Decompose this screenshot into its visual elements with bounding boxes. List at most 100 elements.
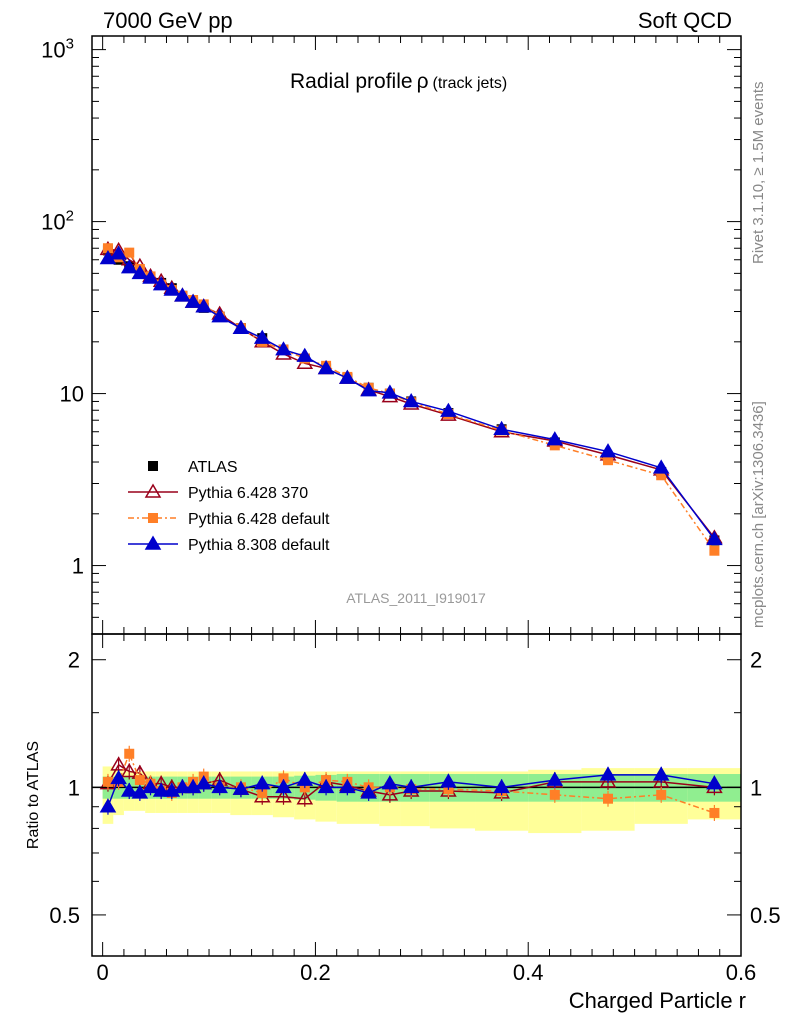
data-point — [99, 250, 117, 265]
data-point — [493, 420, 510, 436]
ratio-point — [120, 782, 138, 797]
legend-label: Pythia 6.428 default — [188, 511, 330, 528]
ratio-point — [211, 778, 228, 794]
data-point — [174, 287, 191, 302]
ratio-point — [110, 756, 127, 771]
data-point — [131, 264, 149, 280]
ratio-point — [599, 766, 617, 781]
ratio-point — [381, 775, 399, 790]
data-point — [599, 443, 617, 458]
legend-label: Pythia 8.308 default — [188, 537, 330, 554]
ratio-tick-label: 1 — [68, 775, 80, 800]
ratio-point — [603, 793, 614, 804]
ratio-point — [381, 786, 399, 801]
series-3 — [99, 245, 723, 546]
ratio-point — [360, 784, 377, 799]
ratio-point — [656, 789, 667, 800]
data-point — [110, 245, 127, 260]
ratio-point — [278, 773, 289, 784]
ratio-tick-label: 2 — [68, 648, 80, 673]
data-point — [402, 392, 420, 408]
ratio-point — [174, 778, 191, 794]
ratio-point — [102, 776, 113, 787]
x-tick-label: 0 — [97, 960, 109, 985]
ratio-point — [549, 789, 560, 800]
x-tick-label: 0.6 — [726, 960, 757, 985]
data-point — [195, 298, 213, 313]
ratio-series-2 — [99, 766, 723, 815]
ratio-point — [275, 788, 292, 803]
ratio-point — [275, 778, 292, 794]
ratio-point — [142, 778, 159, 794]
legend-entry: ATLAS — [148, 459, 238, 476]
ratio-point — [232, 780, 250, 795]
ratio-point — [296, 771, 314, 786]
ratio-tick-label-right: 1 — [750, 775, 762, 800]
x-tick-label: 0.4 — [513, 960, 544, 985]
ratio-ylabel: Ratio to ATLAS — [25, 741, 42, 849]
data-point — [102, 243, 113, 254]
ratio-point — [546, 771, 564, 786]
ratio-point — [339, 778, 356, 794]
y-tick-label: 103 — [41, 36, 74, 63]
ratio-tick-label-right: 2 — [750, 648, 762, 673]
ratio-point — [296, 790, 314, 805]
data-point — [211, 308, 228, 323]
data-point — [317, 359, 335, 375]
data-point — [253, 329, 271, 344]
data-point — [339, 369, 356, 384]
data-point — [296, 347, 314, 362]
y-tick-label: 102 — [41, 208, 74, 235]
ratio-point — [709, 807, 720, 818]
data-point — [142, 269, 159, 284]
energy-label: 7000 GeV pp — [103, 8, 233, 33]
data-point — [546, 431, 564, 446]
data-point — [656, 470, 667, 481]
ratio-point — [599, 773, 617, 788]
legend-marker — [148, 513, 158, 523]
data-point — [381, 384, 399, 399]
legend-label: ATLAS — [188, 459, 238, 476]
data-point — [709, 545, 720, 556]
legend-marker — [144, 483, 162, 498]
ratio-point — [120, 762, 138, 778]
ratio-point — [652, 766, 670, 781]
ratio-point — [706, 775, 723, 790]
data-point — [232, 319, 250, 334]
ratio-tick-label-right: 0.5 — [750, 903, 781, 928]
ratio-point — [152, 782, 170, 797]
ratio-point — [124, 748, 135, 759]
main-panel: Radial profile ρ (track jets) ATLAS_2011_I… — [41, 35, 742, 635]
analysis-tag: ATLAS_2011_I919017 — [346, 590, 486, 606]
ratio-frame — [91, 633, 742, 957]
data-point — [706, 530, 723, 546]
data-point — [124, 247, 135, 258]
y-tick-label: 1 — [72, 554, 84, 579]
legend-label: Pythia 6.428 370 — [188, 485, 308, 502]
ratio-point — [317, 778, 335, 794]
mcplots-label: mcplots.cern.ch [arXiv:1306.3436] — [750, 401, 767, 628]
legend-entry: Pythia 6.428 370 — [128, 483, 308, 502]
y-tick-label: 10 — [60, 382, 84, 407]
ratio-point — [99, 798, 117, 813]
ratio-point — [110, 769, 127, 785]
data-point — [360, 382, 377, 397]
data-point — [184, 293, 202, 308]
data-point — [275, 341, 292, 356]
rivet-label: Rivet 3.1.10, ≥ 1.5M events — [750, 82, 767, 265]
main-title: Radial profile ρ (track jets) — [290, 70, 507, 93]
x-axis-label: Charged Particle r — [569, 988, 746, 1013]
data-point — [603, 455, 614, 466]
ratio-point — [253, 775, 271, 790]
ratio-point — [493, 778, 510, 794]
ratio-tick-label: 0.5 — [49, 903, 80, 928]
ratio-point — [134, 775, 145, 786]
data-point — [163, 281, 181, 296]
ratio-point — [440, 773, 457, 788]
ratio-panel: 0 0.2 0.4 0.6 0.5 0.5 1 1 2 2 Ratio to ATLAS Char… — [25, 36, 781, 1013]
data-point — [652, 459, 670, 474]
legend-marker — [144, 535, 162, 550]
ratio-point — [257, 787, 268, 798]
legend-entry: Pythia 6.428 default — [128, 511, 330, 528]
